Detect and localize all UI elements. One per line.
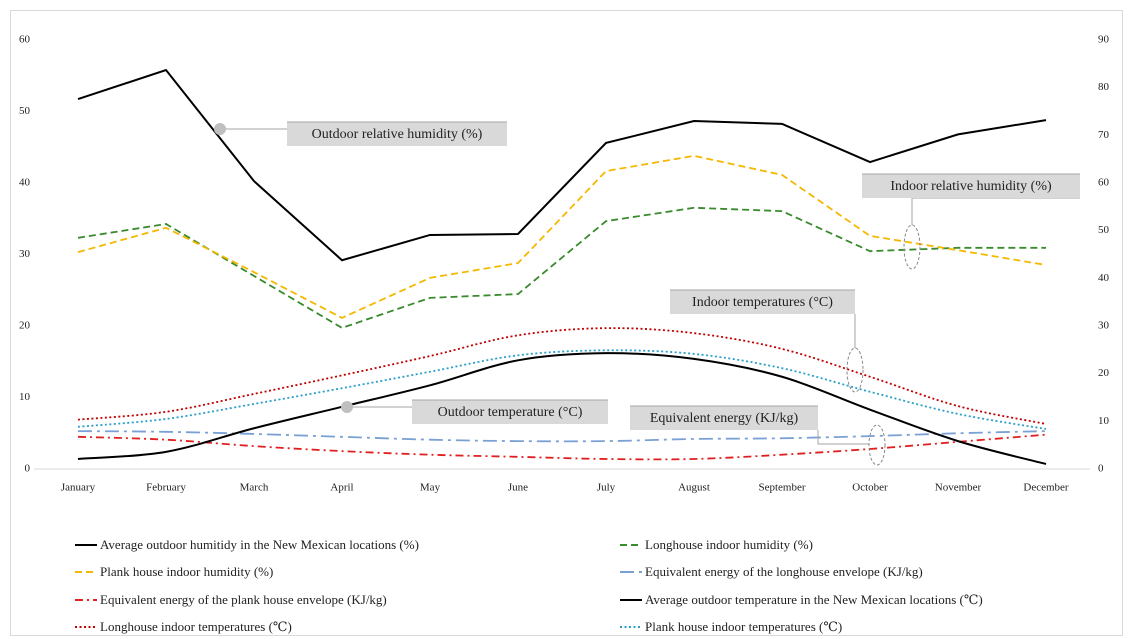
y2-tick-label: 80 — [1098, 81, 1110, 93]
series-line — [77, 327, 1047, 425]
y2-tick-label: 50 — [1098, 224, 1110, 236]
series-line — [77, 68, 1047, 262]
y-tick-label: 40 — [19, 177, 31, 189]
annotation-box — [412, 400, 608, 424]
legend-label: Plank house indoor humidity (%) — [100, 564, 273, 579]
y2-tick-label: 10 — [1098, 415, 1110, 427]
y2-tick-label: 40 — [1098, 272, 1110, 284]
legend-label: Equivalent energy of the plank house env… — [100, 592, 387, 607]
annotation-text: Equivalent energy (KJ/kg) — [650, 411, 799, 426]
y-tick-label: 60 — [19, 34, 31, 46]
annotation-ellipse — [868, 424, 886, 466]
x-tick-label: July — [597, 482, 616, 494]
annotation-text: Indoor temperatures (°C) — [692, 295, 833, 310]
legend-label: Average outdoor temperature in the New M… — [645, 592, 983, 607]
x-tick-label: May — [420, 482, 441, 494]
y2-tick-label: 90 — [1098, 34, 1110, 46]
annotation-ellipse — [903, 224, 921, 270]
y-tick-label: 20 — [19, 320, 31, 332]
y2-tick-label: 20 — [1098, 367, 1110, 379]
x-tick-label: February — [146, 482, 186, 494]
leader-line — [817, 430, 869, 445]
series-line — [77, 349, 1047, 430]
y2-tick-label: 70 — [1098, 129, 1110, 141]
annotation-text: Outdoor temperature (°C) — [438, 405, 583, 420]
legend-label: Longhouse indoor humidity (%) — [645, 537, 813, 552]
y2-tick-label: 0 — [1098, 463, 1104, 475]
x-tick-label: June — [508, 482, 528, 494]
x-tick-label: April — [330, 482, 353, 494]
y-tick-label: 30 — [19, 248, 31, 260]
y-tick-label: 50 — [19, 105, 31, 117]
annotation-ellipse — [846, 347, 864, 393]
x-tick-label: January — [61, 482, 96, 494]
x-tick-label: September — [758, 482, 805, 494]
annotation-box — [630, 406, 818, 430]
x-tick-label: March — [240, 482, 269, 494]
legend-label: Plank house indoor temperatures (℃) — [645, 619, 842, 634]
series-line — [77, 352, 1047, 465]
series-line — [77, 433, 1047, 461]
annotation-box — [670, 290, 855, 314]
annotation-box — [287, 122, 507, 146]
annotation-dot — [214, 123, 226, 135]
legend-label: Average outdoor humitidy in the New Mexi… — [100, 537, 419, 552]
y-tick-label: 0 — [25, 463, 31, 475]
x-tick-label: October — [852, 482, 888, 494]
series-line — [77, 206, 1046, 329]
y-tick-label: 10 — [19, 391, 31, 403]
annotation-text: Outdoor relative humidity (%) — [312, 127, 483, 142]
annotation-text: Indoor relative humidity (%) — [890, 179, 1052, 194]
series-line — [77, 154, 1047, 319]
legend-label: Equivalent energy of the longhouse envel… — [645, 564, 923, 579]
annotation-box — [862, 174, 1080, 198]
series-line — [77, 430, 1047, 443]
legend-label: Longhouse indoor temperatures (℃) — [100, 619, 292, 634]
y2-tick-label: 30 — [1098, 320, 1110, 332]
x-tick-label: November — [935, 482, 982, 494]
annotation-dot — [341, 401, 353, 413]
x-tick-label: December — [1023, 482, 1069, 494]
x-tick-label: August — [678, 482, 710, 494]
y2-tick-label: 60 — [1098, 177, 1110, 189]
chart-frame — [10, 10, 1123, 636]
